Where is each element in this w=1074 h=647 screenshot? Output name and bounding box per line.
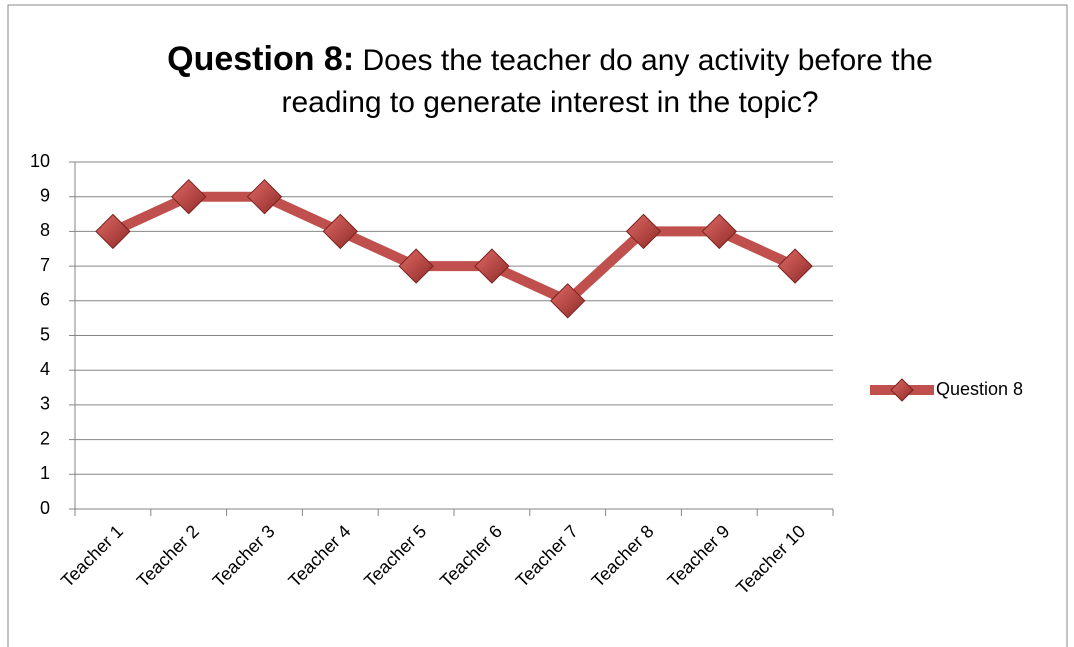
marker [701, 213, 738, 250]
y-tick-label: 8 [40, 220, 50, 240]
marker [322, 213, 359, 250]
title-bold: Question 8: [167, 40, 355, 78]
marker [246, 178, 283, 215]
y-tick-label: 6 [40, 290, 50, 310]
marker [398, 248, 434, 284]
y-tick-label: 1 [40, 463, 50, 483]
y-tick-label: 9 [40, 185, 50, 205]
y-tick-label: 0 [40, 498, 50, 518]
y-tick-label: 4 [40, 359, 50, 379]
legend-label: Question 8 [936, 379, 1023, 399]
title-text: Does the teacher do any activity before … [281, 44, 933, 119]
legend-marker [890, 378, 914, 402]
marker [625, 213, 662, 250]
marker [549, 283, 586, 319]
marker [777, 248, 813, 284]
y-tick-label: 3 [40, 394, 50, 414]
marker [474, 248, 510, 284]
chart-title: Question 8: Does the teacher do any acti… [125, 38, 975, 124]
marker [170, 178, 207, 215]
marker [95, 213, 131, 250]
series-line [110, 191, 798, 306]
y-tick-label: 7 [40, 255, 50, 275]
y-tick-label: 10 [30, 151, 50, 171]
y-tick-label: 5 [40, 324, 50, 344]
chart-frame [7, 4, 1068, 647]
y-tick-label: 2 [40, 428, 50, 448]
